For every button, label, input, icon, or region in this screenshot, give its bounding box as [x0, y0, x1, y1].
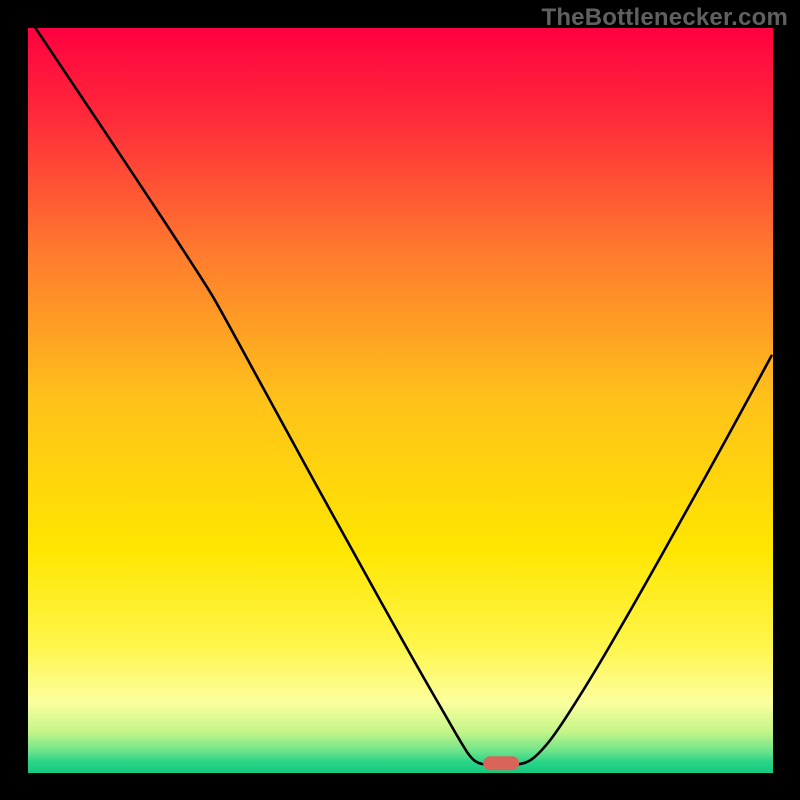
watermark-text: TheBottlenecker.com	[541, 4, 788, 32]
stage: TheBottlenecker.com	[0, 0, 800, 800]
optimum-marker	[483, 756, 519, 770]
chart-svg	[0, 0, 800, 800]
plot-area	[28, 28, 773, 773]
